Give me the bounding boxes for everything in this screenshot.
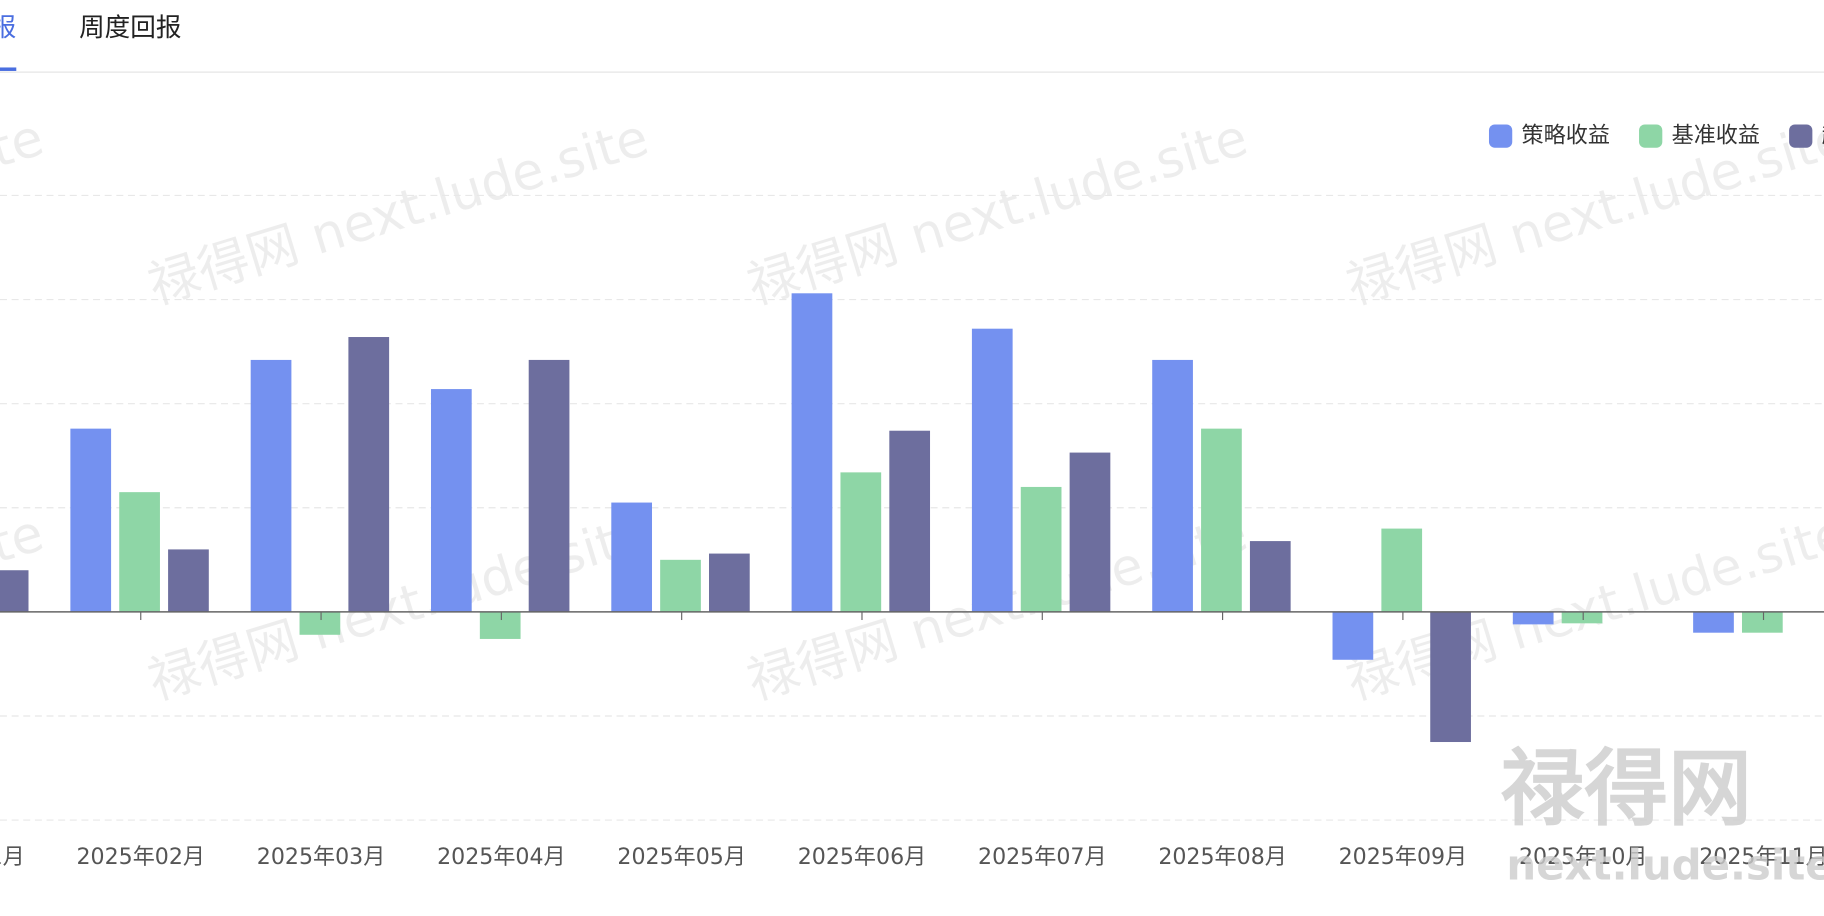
- tab[interactable]: 周度回报: [79, 13, 181, 43]
- bar: [1069, 452, 1111, 612]
- bar: [1561, 611, 1603, 624]
- bar: [1020, 486, 1062, 612]
- bar: [430, 389, 472, 612]
- legend-swatch: [1639, 124, 1663, 148]
- bar: [1512, 611, 1554, 625]
- tab-underline: [0, 67, 17, 71]
- bar: [1741, 611, 1783, 633]
- bar: [528, 359, 570, 612]
- x-tick-label: 2025年09月: [1339, 844, 1468, 870]
- x-tick-label: 2025年07月: [978, 844, 1107, 870]
- bar: [119, 492, 160, 612]
- bar: [0, 570, 29, 612]
- bar: [250, 359, 292, 612]
- bar: [1152, 359, 1193, 612]
- watermark: 禄得网 next.lude.site: [0, 108, 50, 317]
- x-tick-label: 2025年03月: [257, 844, 386, 870]
- legend-label: 基准收益: [1672, 123, 1760, 149]
- x-tick-label: 2025年10月: [1519, 844, 1648, 870]
- legend-swatch: [1488, 124, 1513, 148]
- watermark: 禄得网 next.lude.site: [142, 503, 656, 712]
- logo-name: 禄得网: [1501, 739, 1752, 837]
- bar: [889, 430, 931, 612]
- legend-label: 超额收益: [1822, 123, 1824, 149]
- x-tick-label: 2025年06月: [798, 844, 927, 870]
- bar: [791, 293, 833, 612]
- bar: [611, 502, 653, 612]
- bar: [1201, 428, 1242, 612]
- watermark: 禄得网 next.lude.site: [142, 108, 656, 317]
- bar: [1332, 611, 1374, 660]
- x-tick-label: 2025年01月: [0, 844, 25, 870]
- x-tick-label: 2025年02月: [76, 844, 205, 870]
- x-tick-label: 2025年11月: [1699, 844, 1824, 870]
- tab-active[interactable]: 月度回报: [0, 13, 16, 43]
- bar: [660, 559, 701, 612]
- x-tick-label: 2025年08月: [1158, 844, 1287, 870]
- bar: [348, 337, 390, 612]
- bar: [1430, 611, 1471, 743]
- bar: [1249, 541, 1291, 612]
- logo-site: next.lude.site: [1506, 840, 1824, 889]
- bar: [168, 549, 209, 612]
- bar: [299, 611, 341, 635]
- x-tick-label: 2025年04月: [437, 844, 566, 870]
- bar: [709, 553, 750, 612]
- bar: [479, 611, 521, 639]
- x-tick-label: 2025年05月: [617, 844, 746, 870]
- bar: [840, 472, 882, 612]
- legend-swatch: [1789, 124, 1813, 148]
- watermark: 禄得网 next.lude.site: [741, 108, 1255, 317]
- bar: [1381, 528, 1423, 612]
- legend-label: 策略收益: [1522, 123, 1610, 149]
- bar: [1693, 611, 1734, 633]
- bar: [70, 428, 112, 612]
- bar: [971, 328, 1013, 612]
